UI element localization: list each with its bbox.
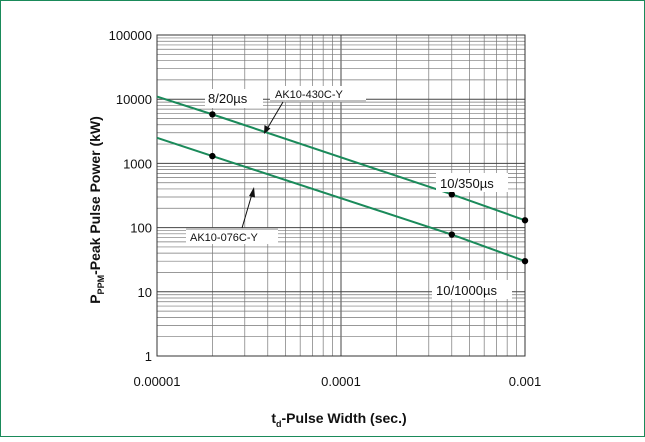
tick-labels: 0.00001 0.0001 0.001 100000 10000 1000 100 10 1 <box>109 28 542 389</box>
arrow-076 <box>241 187 255 229</box>
grid <box>156 35 525 357</box>
data-point <box>521 217 529 224</box>
arrow-430 <box>264 101 284 134</box>
annotation-10-1000: 10/1000µs <box>432 280 512 299</box>
y-tick-label: 1 <box>145 349 152 364</box>
y-tick-label: 1000 <box>123 156 152 171</box>
y-tick-label: 100 <box>130 221 152 236</box>
x-tick-label: 0.00001 <box>134 374 181 389</box>
x-tick-label: 0.0001 <box>321 374 361 389</box>
y-axis-title: PPPM-Peak Pulse Power (kW) <box>87 116 106 304</box>
y-tick-label: 10 <box>138 285 152 300</box>
series-line <box>156 95 526 222</box>
plot-border <box>156 34 526 357</box>
data-point <box>521 257 529 265</box>
x-axis-title: td-Pulse Width (sec.) <box>271 410 406 429</box>
data-point <box>209 152 216 160</box>
label-ak10-076c-y: AK10-076C-Y <box>190 232 259 244</box>
label-ak10-430c-y: AK10-430C-Y <box>275 89 344 101</box>
label-10-350us: 10/350µs <box>440 176 494 191</box>
annotation-10-350: 10/350µs <box>436 173 508 192</box>
annotation-076: AK10-076C-Y <box>186 228 278 244</box>
data-point <box>448 231 455 238</box>
series-layer <box>156 95 529 265</box>
x-tick-label: 0.001 <box>509 374 542 389</box>
data-point <box>448 191 455 198</box>
label-10-1000us: 10/1000µs <box>436 283 497 298</box>
data-point <box>209 111 216 118</box>
annotation-8-20: 8/20µs <box>205 89 263 108</box>
y-tick-label: 10000 <box>116 92 152 107</box>
label-8-20us: 8/20µs <box>208 91 248 106</box>
annotation-430: AK10-430C-Y <box>270 86 366 102</box>
series-line <box>156 136 526 263</box>
y-tick-label: 100000 <box>109 28 152 43</box>
